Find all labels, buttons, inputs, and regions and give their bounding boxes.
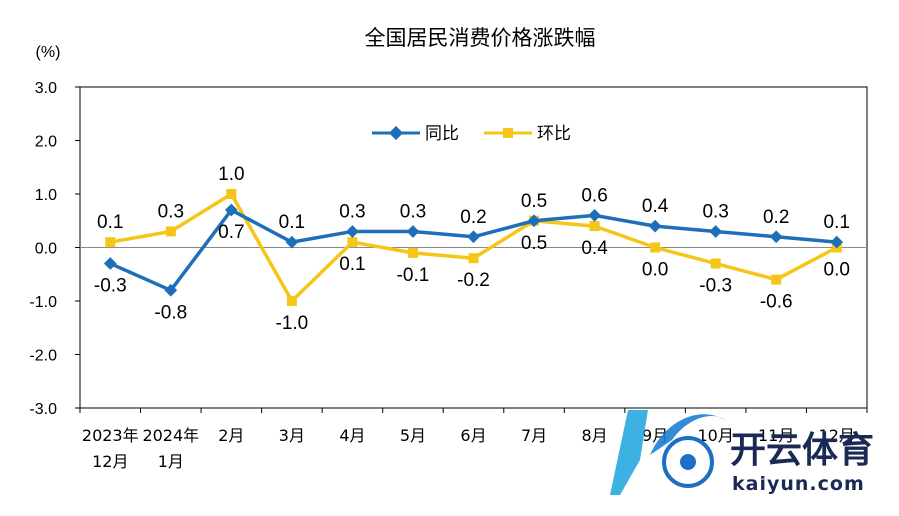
data-labels-layer: -0.3 0.1 -0.8 0.3 0.7 1.0 0.1 -1.0 0.3 0.1 0.3 -0.1… xyxy=(94,164,850,334)
x-tick-label: 2024年 xyxy=(142,426,199,445)
x-tick-label: 12月 xyxy=(92,452,128,471)
x-tick-label: 2023年 xyxy=(82,426,139,445)
data-point-huanbi xyxy=(165,226,176,237)
data-point-tongbi xyxy=(769,230,783,244)
data-point-huanbi xyxy=(468,253,479,264)
y-axis-unit-label: (%) xyxy=(36,44,61,61)
data-label-huanbi: 0.5 xyxy=(521,233,547,254)
data-label-huanbi: -0.3 xyxy=(699,276,732,297)
data-point-huanbi xyxy=(347,237,358,248)
data-point-tongbi xyxy=(648,219,662,233)
x-tick-label: 4月 xyxy=(339,426,365,445)
data-label-huanbi: 0.0 xyxy=(824,260,850,281)
data-label-huanbi: -0.2 xyxy=(457,270,490,291)
data-point-tongbi xyxy=(346,225,359,238)
legend-label-tongbi: 同比 xyxy=(425,124,459,144)
data-label-huanbi: -0.6 xyxy=(760,292,793,313)
y-tick-label: 2.0 xyxy=(35,134,57,151)
watermark-brand-cn: 开云体育 xyxy=(730,430,874,471)
y-tick-label: 0.0 xyxy=(35,241,57,258)
x-tick-label: 1月 xyxy=(158,452,184,471)
data-point-huanbi xyxy=(771,274,782,285)
data-point-tongbi xyxy=(285,235,299,249)
data-label-huanbi: -0.1 xyxy=(397,265,430,286)
data-label-tongbi: 0.3 xyxy=(400,201,426,222)
data-label-huanbi: 1.0 xyxy=(218,164,244,185)
data-label-huanbi: 0.4 xyxy=(581,238,608,259)
data-label-tongbi: 0.2 xyxy=(763,207,789,228)
data-point-huanbi xyxy=(407,247,418,258)
y-axis-ticks: 3.0 2.0 1.0 0.0 -1.0 -2.0 -3.0 xyxy=(29,80,80,418)
data-point-tongbi xyxy=(588,209,601,222)
watermark-brand-en: kaiyun.com xyxy=(732,473,865,495)
data-label-tongbi: 0.2 xyxy=(460,207,486,228)
data-label-huanbi: 0.1 xyxy=(97,212,123,233)
watermark-swoosh xyxy=(650,414,725,455)
data-point-huanbi xyxy=(286,296,297,306)
legend: 同比 环比 xyxy=(372,124,571,144)
watermark-logo: 开云体育 kaiyun.com xyxy=(610,410,874,495)
data-label-huanbi: 0.0 xyxy=(642,260,668,281)
data-label-tongbi: 0.3 xyxy=(702,201,728,222)
data-label-huanbi: 0.3 xyxy=(158,201,184,222)
data-point-huanbi xyxy=(226,189,237,199)
x-tick-label: 12月 xyxy=(819,426,855,445)
legend-label-huanbi: 环比 xyxy=(537,124,571,144)
data-label-huanbi: -1.0 xyxy=(276,313,309,334)
x-tick-label: 11月 xyxy=(758,426,794,445)
data-point-huanbi xyxy=(105,237,116,248)
data-label-tongbi: -0.3 xyxy=(94,276,127,297)
data-label-tongbi: 0.5 xyxy=(521,191,547,212)
data-label-tongbi: 0.1 xyxy=(824,212,850,233)
x-tick-label: 7月 xyxy=(521,426,547,445)
y-tick-label: -2.0 xyxy=(29,348,57,365)
data-point-tongbi xyxy=(224,203,238,217)
y-tick-label: -1.0 xyxy=(29,294,57,311)
data-point-tongbi xyxy=(103,257,117,270)
y-tick-label: -3.0 xyxy=(29,401,57,418)
chart-title: 全国居民消费价格涨跌幅 xyxy=(365,26,596,50)
watermark-ball-center xyxy=(680,454,696,470)
data-point-huanbi xyxy=(710,258,721,269)
data-point-tongbi xyxy=(467,230,480,244)
data-point-huanbi xyxy=(589,221,600,232)
x-tick-label: 10月 xyxy=(697,426,733,445)
x-tick-label: 8月 xyxy=(581,426,607,445)
y-tick-label: 3.0 xyxy=(35,80,57,97)
data-label-tongbi: 0.4 xyxy=(642,196,669,217)
watermark-k-shape xyxy=(610,410,648,495)
x-tick-label: 2月 xyxy=(218,426,244,445)
legend-marker-tongbi xyxy=(388,125,404,141)
data-label-tongbi: -0.8 xyxy=(154,302,187,323)
series-layer xyxy=(103,189,844,306)
data-label-tongbi: 0.3 xyxy=(339,201,365,222)
x-tick-label: 6月 xyxy=(460,426,486,445)
x-tick-label: 3月 xyxy=(279,426,305,445)
data-point-tongbi xyxy=(164,283,178,297)
data-label-huanbi: 0.1 xyxy=(339,254,365,275)
data-label-tongbi: 0.6 xyxy=(581,185,607,206)
data-point-tongbi xyxy=(406,225,420,238)
data-label-tongbi: 0.7 xyxy=(218,222,244,243)
data-label-tongbi: 0.1 xyxy=(279,212,305,233)
legend-marker-huanbi xyxy=(503,128,513,138)
x-tick-label: 5月 xyxy=(400,426,426,445)
y-tick-label: 1.0 xyxy=(35,187,57,204)
data-point-tongbi xyxy=(709,225,723,238)
data-point-huanbi xyxy=(650,242,661,253)
